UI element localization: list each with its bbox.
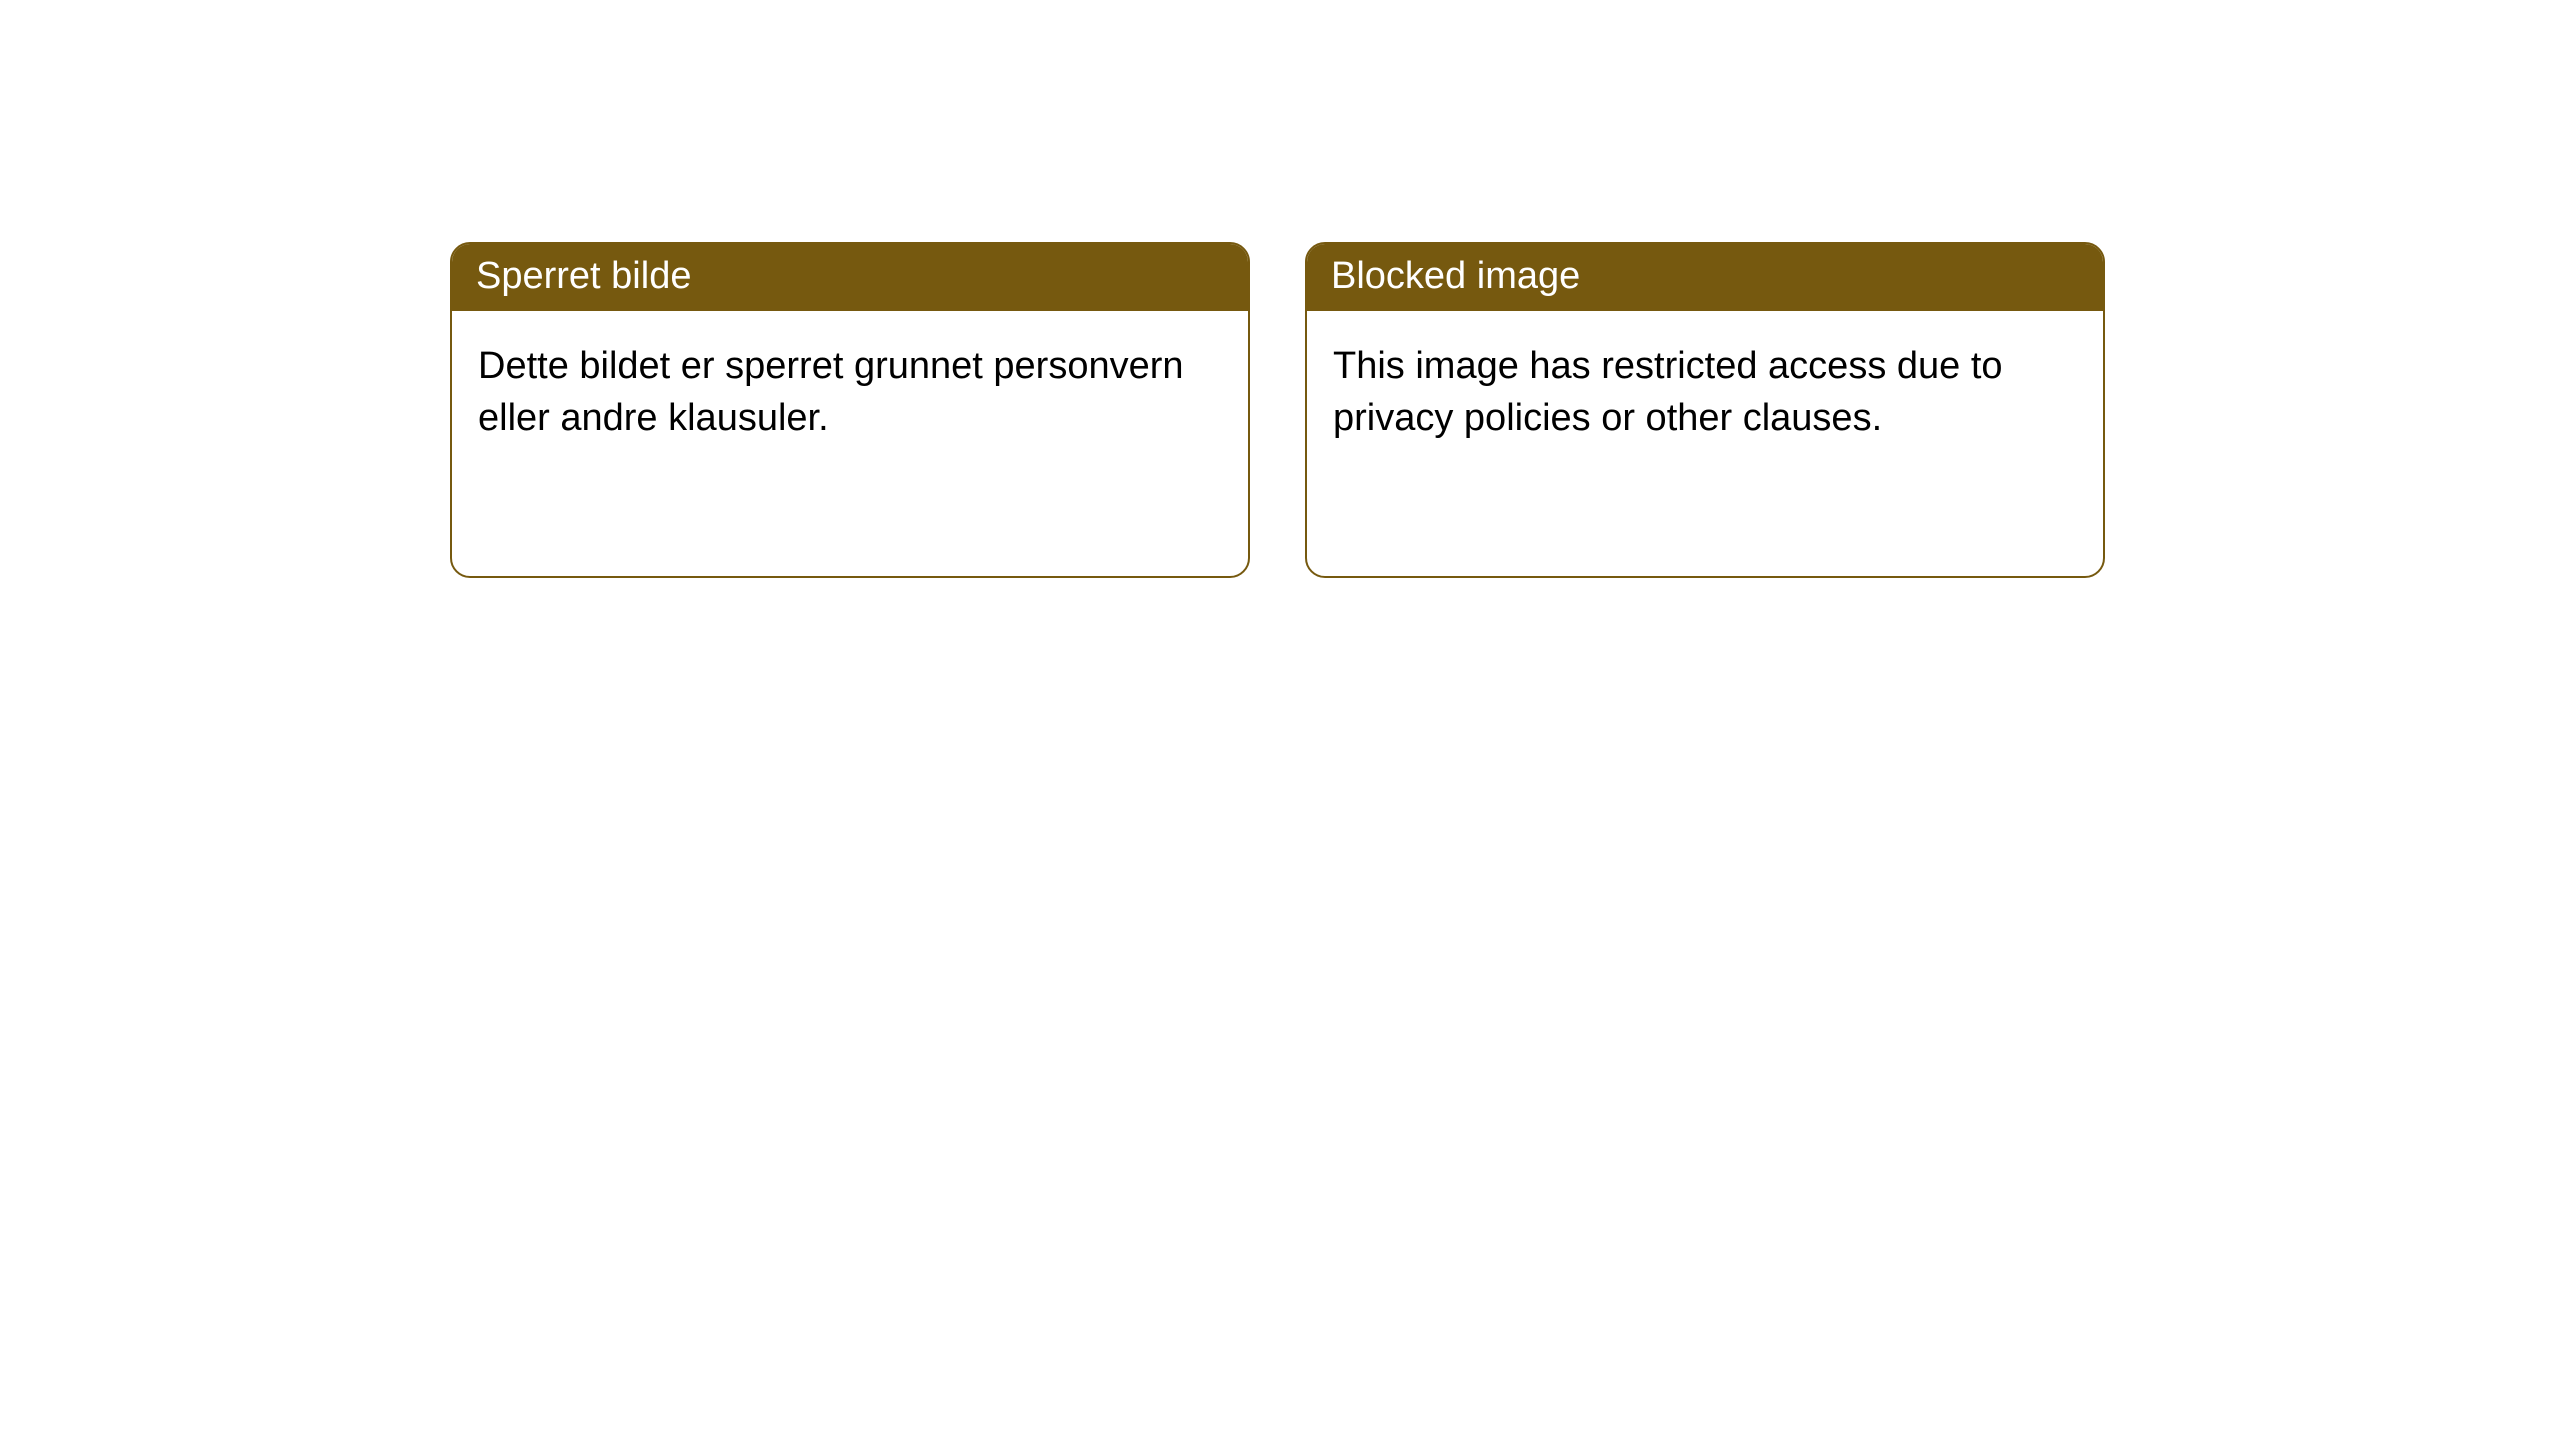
notice-card-body: This image has restricted access due to … xyxy=(1307,311,2103,474)
notice-card-title: Blocked image xyxy=(1307,244,2103,311)
notice-card-english: Blocked image This image has restricted … xyxy=(1305,242,2105,578)
notice-card-text: This image has restricted access due to … xyxy=(1333,341,2077,444)
notice-card-body: Dette bildet er sperret grunnet personve… xyxy=(452,311,1248,474)
notice-card-norwegian: Sperret bilde Dette bildet er sperret gr… xyxy=(450,242,1250,578)
notice-container: Sperret bilde Dette bildet er sperret gr… xyxy=(0,0,2560,578)
notice-card-text: Dette bildet er sperret grunnet personve… xyxy=(478,341,1222,444)
notice-card-title: Sperret bilde xyxy=(452,244,1248,311)
